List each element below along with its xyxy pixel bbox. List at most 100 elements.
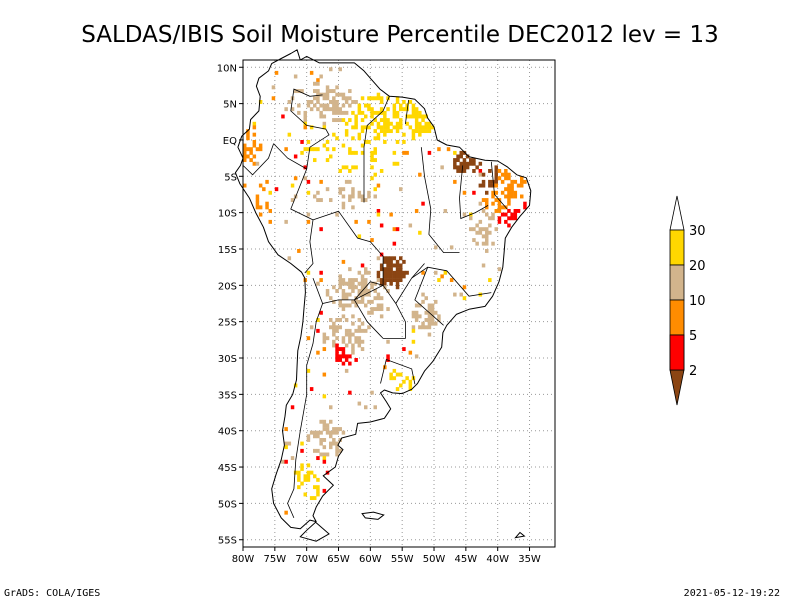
percentile-cell [306,368,311,373]
percentile-cell [523,179,527,184]
percentile-cell [520,194,524,199]
percentile-cell [338,354,342,359]
percentile-cell [383,267,387,272]
percentile-cell [395,263,400,268]
percentile-cell [306,470,311,475]
percentile-cell [313,496,317,501]
percentile-cell [414,107,419,112]
percentile-cell [329,198,333,203]
percentile-cell [513,209,518,213]
percentile-cell [389,129,393,134]
percentile-cell [319,179,323,184]
percentile-cell [373,118,377,123]
percentile-cell [297,470,301,475]
percentile-cell [465,154,470,159]
percentile-cell [341,96,346,101]
percentile-cell [459,169,463,173]
percentile-cell [399,125,403,130]
percentile-cell [408,125,413,130]
percentile-cell [376,209,381,213]
percentile-cell [344,303,349,308]
percentile-cell [504,169,508,173]
percentile-cell [494,209,498,213]
percentile-cell [322,394,327,399]
percentile-cell [344,129,349,134]
percentile-cell [507,187,511,192]
percentile-cell [255,161,260,166]
percentile-cell [316,477,320,482]
percentile-cell [357,136,362,141]
percentile-cell [322,419,327,424]
percentile-cell [335,318,339,322]
country-border [354,281,406,339]
percentile-cell [360,263,365,268]
percentile-cell [379,107,384,112]
percentile-cell [338,187,342,192]
percentile-cell [329,434,333,439]
percentile-cell [322,92,327,97]
percentile-cell [513,216,518,221]
percentile-cell [421,321,425,326]
percentile-cell [303,477,307,482]
percentile-cell [386,263,390,268]
percentile-cell [402,100,406,104]
percentile-cell [504,187,508,192]
percentile-cell [325,107,330,112]
percentile-cell [335,350,339,355]
percentile-cell [500,205,505,210]
percentile-cell [395,114,400,119]
percentile-cell [341,336,346,341]
percentile-cell [319,438,323,442]
percentile-cell [373,281,377,286]
coastline [234,49,532,542]
percentile-cell [351,136,355,141]
percentile-cell [297,477,301,482]
country-border [414,267,444,326]
percentile-cell [290,456,295,461]
percentile-cell [386,289,390,293]
percentile-cell [485,227,489,232]
percentile-cell [316,92,320,97]
percentile-cell [485,238,489,243]
percentile-cell [370,285,374,290]
percentile-cell [453,292,457,297]
percentile-cell [376,92,381,97]
percentile-cell [348,303,352,308]
percentile-cell [392,274,397,279]
percentile-cell [386,259,390,264]
percentile-cell [485,212,489,217]
country-border [395,263,425,304]
percentile-cell [284,219,288,224]
percentile-cell [411,310,416,315]
percentile-cell [249,150,253,155]
percentile-cell [338,427,342,432]
percentile-cell [500,212,505,217]
percentile-cell [494,190,498,195]
percentile-cell [335,430,339,435]
percentile-cell [379,263,384,268]
percentile-cell [319,419,323,424]
percentile-cell [290,107,295,112]
percentile-cell [424,325,428,330]
percentile-cell [494,198,498,203]
country-border [363,96,390,203]
percentile-cell [335,212,339,217]
percentile-cell [262,187,266,192]
percentile-cell [284,441,288,446]
percentile-cell [408,114,413,119]
percentile-cell [430,314,435,319]
percentile-cell [284,147,288,152]
percentile-cell [389,267,393,272]
percentile-cell [364,281,368,286]
percentile-cell [399,383,403,388]
percentile-cell [252,125,257,130]
percentile-cell [335,100,339,104]
percentile-cell [360,129,365,134]
percentile-cell [395,267,400,272]
percentile-cell [319,198,323,203]
percentile-cell [243,158,247,163]
percentile-cell [485,190,489,195]
percentile-cell [383,110,387,115]
percentile-cell [475,165,479,170]
percentile-cell [418,125,422,130]
